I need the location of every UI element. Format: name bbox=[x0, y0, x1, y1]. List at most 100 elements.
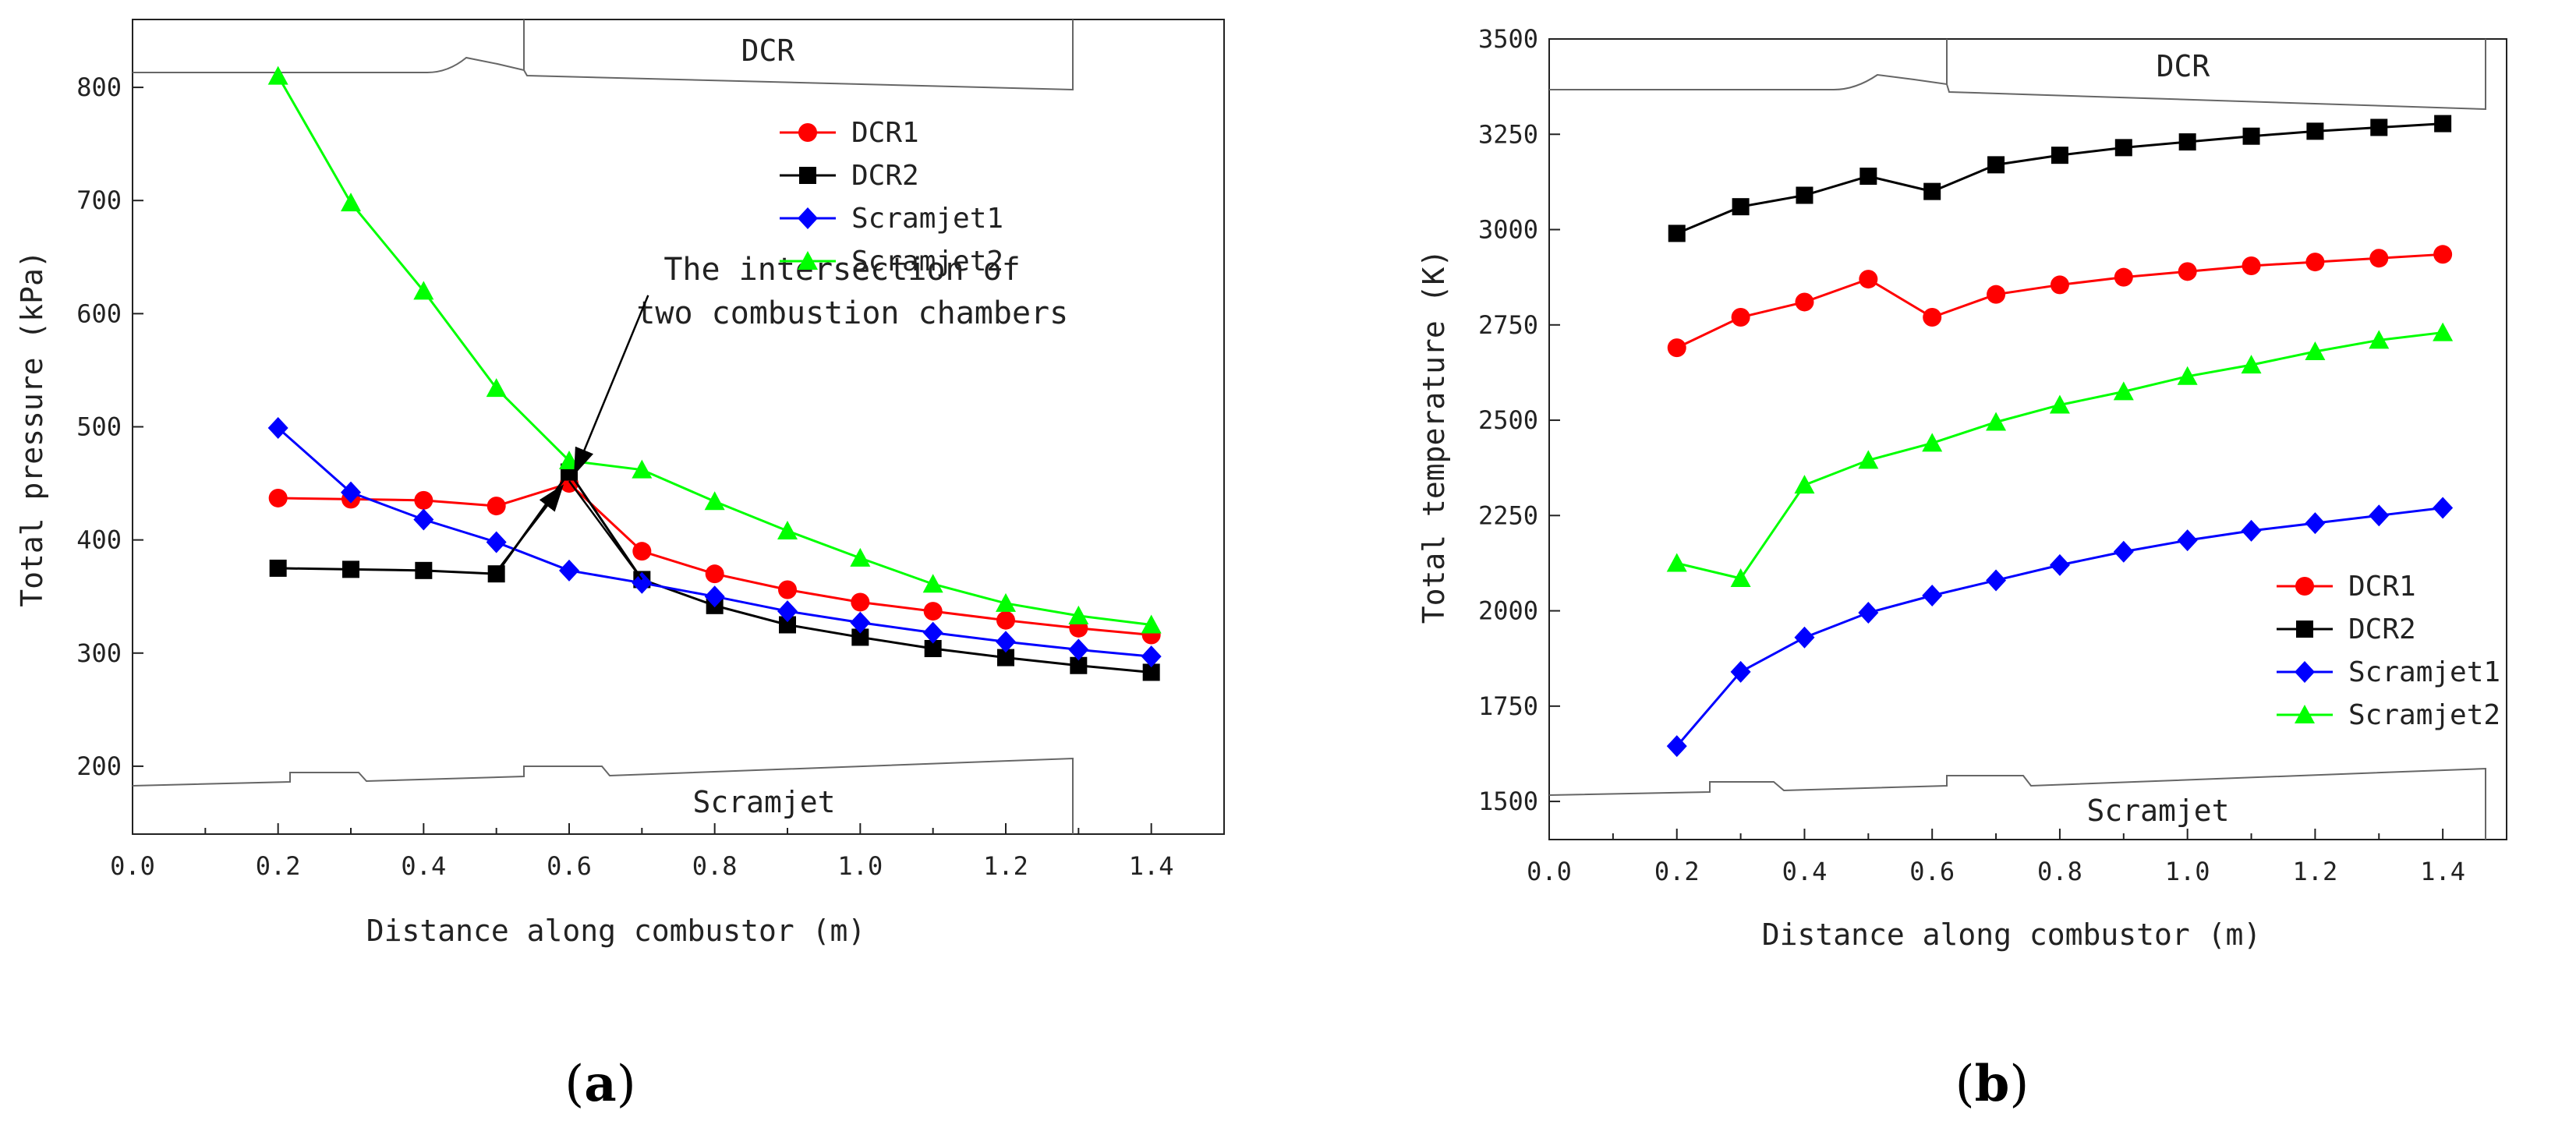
data-point bbox=[1730, 660, 1751, 683]
y-tick-label: 2750 bbox=[1478, 310, 1538, 340]
legend-item-scramjet2: Scramjet2 bbox=[780, 246, 1003, 278]
data-point bbox=[1923, 182, 1941, 200]
annotation: The intersection of two combustion chamb… bbox=[495, 252, 1068, 581]
data-point bbox=[922, 574, 943, 593]
series-line bbox=[277, 75, 1152, 626]
dcr-inlet-sketch bbox=[1549, 39, 2486, 111]
series-scramjet2 bbox=[267, 65, 1162, 634]
panel-b-temperature-chart: DCR Scramjet 0.0 0.2 0.4 0.6 0.8 1.0 1.2 1.4 150… bbox=[1417, 24, 2507, 1113]
annotation-line-1: The intersection of bbox=[663, 252, 1021, 288]
data-point bbox=[1070, 656, 1088, 674]
scramjet-inlet-sketch bbox=[132, 757, 1074, 834]
data-point bbox=[1859, 168, 1877, 186]
data-point bbox=[2241, 355, 2262, 374]
x-tick-label: 0.6 bbox=[1909, 857, 1955, 886]
data-point bbox=[2114, 139, 2132, 157]
x-tick-label: 1.2 bbox=[983, 851, 1028, 881]
data-point bbox=[851, 628, 869, 646]
legend-label: DCR2 bbox=[851, 160, 919, 192]
data-point bbox=[2114, 267, 2133, 287]
legend: DCR1 DCR2 Scramjet1 Scramjet2 bbox=[780, 117, 1003, 278]
data-point bbox=[705, 564, 724, 584]
data-point bbox=[2049, 394, 2070, 414]
scramjet-inlet-sketch bbox=[1548, 767, 2486, 840]
data-point bbox=[342, 560, 359, 578]
y-axis-label: Total pressure (kPa) bbox=[15, 250, 49, 607]
data-point bbox=[268, 488, 288, 507]
data-point bbox=[1731, 308, 1750, 327]
legend-swatch-marker bbox=[2295, 577, 2314, 596]
data-point bbox=[1732, 198, 1750, 216]
y-axis-label: Total temperature (K) bbox=[1417, 249, 1451, 624]
legend-label: DCR1 bbox=[2348, 571, 2416, 603]
data-point bbox=[1141, 614, 1162, 634]
data-point bbox=[269, 559, 287, 577]
series-line bbox=[1676, 253, 2443, 349]
data-point bbox=[1068, 605, 1089, 624]
data-point bbox=[2433, 497, 2454, 519]
data-point bbox=[2050, 275, 2069, 295]
x-tick-label: 0.4 bbox=[401, 851, 446, 881]
series-scramjet1 bbox=[267, 416, 1162, 668]
data-point bbox=[922, 621, 943, 644]
legend-item-scramjet2: Scramjet2 bbox=[2277, 699, 2500, 731]
data-point bbox=[1666, 553, 1687, 572]
data-point bbox=[1986, 412, 2007, 431]
data-point bbox=[1859, 270, 1878, 289]
x-tick-label: 0.0 bbox=[1527, 857, 1572, 886]
data-point bbox=[1666, 735, 1687, 758]
legend-item-dcr1: DCR1 bbox=[2277, 571, 2416, 603]
y-tick-label: 1750 bbox=[1478, 691, 1538, 721]
data-point bbox=[997, 649, 1014, 667]
data-point bbox=[923, 602, 943, 621]
legend-label: Scramjet1 bbox=[2348, 656, 2500, 688]
y-tick-label: 2000 bbox=[1478, 596, 1538, 626]
legend-label: Scramjet2 bbox=[851, 246, 1003, 278]
scramjet-label: Scramjet bbox=[2086, 794, 2229, 828]
data-point bbox=[2177, 366, 2198, 385]
data-point bbox=[1987, 156, 2005, 174]
y-tick-label: 500 bbox=[76, 412, 122, 442]
data-point bbox=[851, 592, 870, 612]
x-tick-label: 1.0 bbox=[2165, 857, 2210, 886]
data-point bbox=[341, 193, 361, 212]
data-point bbox=[850, 611, 871, 634]
series-line bbox=[1676, 331, 2443, 580]
x-tick-label: 0.8 bbox=[692, 851, 738, 881]
data-point bbox=[2370, 118, 2388, 136]
series-dcr2 bbox=[1668, 115, 2452, 242]
data-point bbox=[487, 497, 506, 516]
legend-swatch-marker bbox=[798, 123, 817, 142]
data-point bbox=[415, 561, 433, 579]
data-point bbox=[1794, 475, 1815, 494]
y-tick-label: 600 bbox=[76, 299, 122, 328]
data-point bbox=[778, 580, 797, 599]
x-tick-label: 0.8 bbox=[2037, 857, 2082, 886]
scramjet-label: Scramjet bbox=[692, 785, 835, 819]
plot-frame bbox=[1548, 38, 2507, 840]
data-point bbox=[1794, 626, 1815, 649]
x-tick-label: 0.2 bbox=[256, 851, 301, 881]
data-point bbox=[1068, 638, 1089, 661]
data-point bbox=[1667, 338, 1686, 358]
data-point bbox=[2242, 256, 2261, 275]
data-point bbox=[1795, 292, 1814, 312]
panel-label-a: (a) bbox=[564, 1055, 635, 1113]
annotation-leader bbox=[568, 480, 643, 581]
plot-frame bbox=[132, 19, 1225, 835]
legend-swatch-marker bbox=[799, 167, 816, 184]
x-tick-label: 1.4 bbox=[1129, 851, 1174, 881]
data-series bbox=[267, 65, 1162, 681]
data-point bbox=[2305, 512, 2326, 535]
series-dcr1 bbox=[268, 474, 1161, 645]
annotation-line-2: two combustion chambers bbox=[636, 295, 1068, 331]
legend: DCR1 DCR2 Scramjet1 Scramjet2 bbox=[2277, 571, 2500, 731]
legend-swatch-marker bbox=[2295, 661, 2315, 683]
data-point bbox=[777, 521, 798, 540]
data-point bbox=[1142, 663, 1160, 681]
data-point bbox=[267, 416, 288, 439]
data-point bbox=[996, 610, 1015, 630]
y-tick-label: 400 bbox=[76, 525, 122, 555]
y-tick-label: 3000 bbox=[1478, 215, 1538, 245]
data-point bbox=[2178, 262, 2197, 281]
